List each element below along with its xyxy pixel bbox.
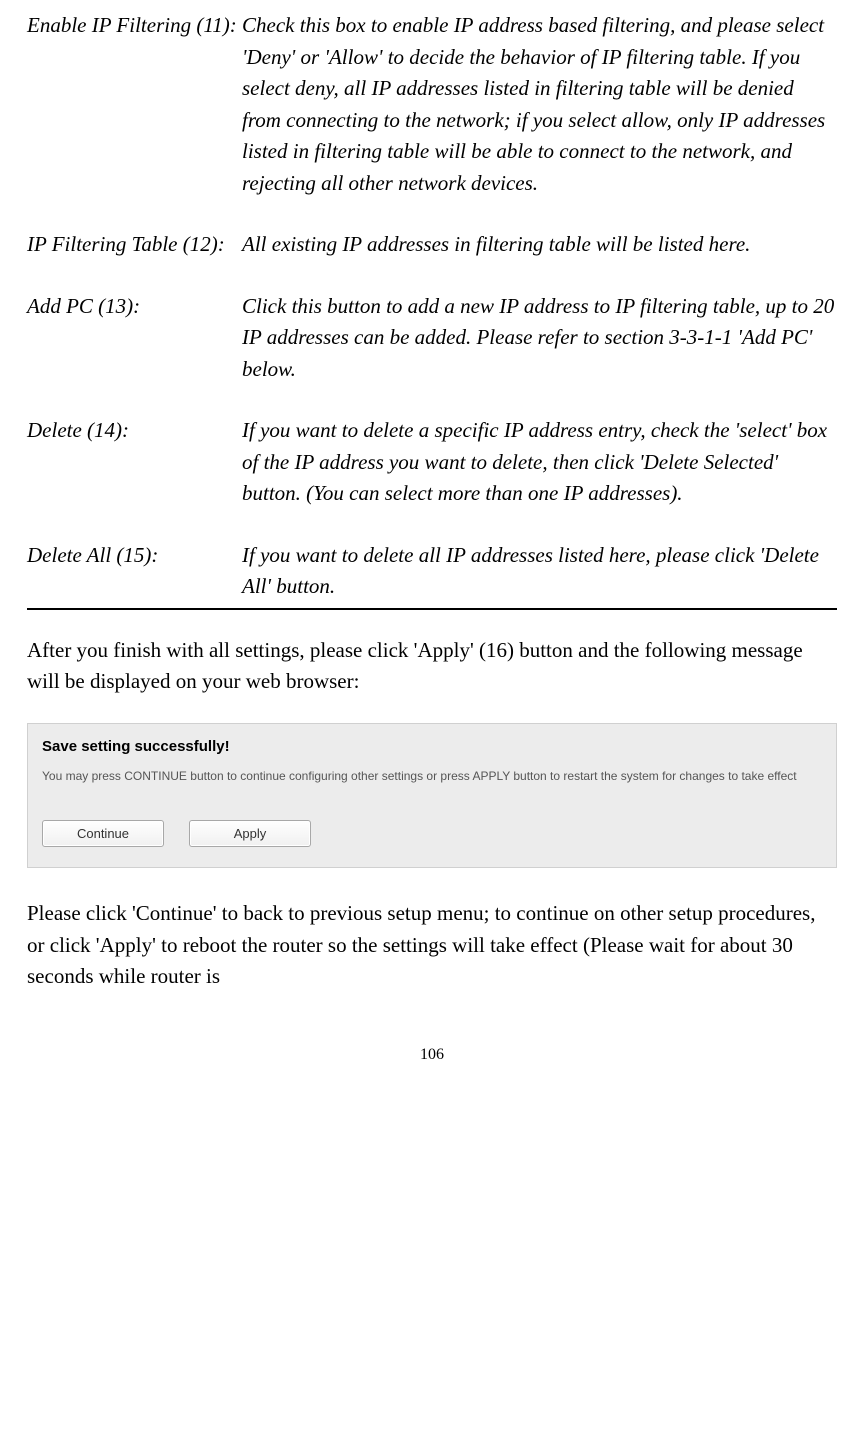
definition-row: Delete All (15): If you want to delete a… bbox=[27, 540, 837, 603]
definition-desc: Check this box to enable IP address base… bbox=[242, 10, 837, 199]
definition-list: Enable IP Filtering (11): Check this box… bbox=[27, 10, 837, 603]
dialog-description: You may press CONTINUE button to continu… bbox=[42, 768, 822, 785]
definition-desc: If you want to delete all IP addresses l… bbox=[242, 540, 837, 603]
save-success-dialog: Save setting successfully! You may press… bbox=[27, 723, 837, 869]
definition-row: IP Filtering Table (12): All existing IP… bbox=[27, 229, 837, 261]
paragraph-after-settings: After you finish with all settings, plea… bbox=[27, 635, 837, 698]
definition-term: IP Filtering Table (12): bbox=[27, 229, 242, 261]
definition-row: Enable IP Filtering (11): Check this box… bbox=[27, 10, 837, 199]
definition-desc: Click this button to add a new IP addres… bbox=[242, 291, 837, 386]
definition-term: Delete (14): bbox=[27, 415, 242, 510]
definition-term: Delete All (15): bbox=[27, 540, 242, 603]
continue-button[interactable]: Continue bbox=[42, 820, 164, 848]
definition-term: Add PC (13): bbox=[27, 291, 242, 386]
paragraph-continue-apply: Please click 'Continue' to back to previ… bbox=[27, 898, 837, 993]
definition-row: Delete (14): If you want to delete a spe… bbox=[27, 415, 837, 510]
section-divider bbox=[27, 608, 837, 610]
definition-desc: If you want to delete a specific IP addr… bbox=[242, 415, 837, 510]
definition-row: Add PC (13): Click this button to add a … bbox=[27, 291, 837, 386]
definition-term: Enable IP Filtering (11): bbox=[27, 10, 242, 199]
definition-desc: All existing IP addresses in filtering t… bbox=[242, 229, 837, 261]
dialog-button-row: Continue Apply bbox=[42, 820, 822, 848]
apply-button[interactable]: Apply bbox=[189, 820, 311, 848]
page-number: 106 bbox=[27, 1043, 837, 1067]
dialog-title: Save setting successfully! bbox=[42, 736, 822, 759]
